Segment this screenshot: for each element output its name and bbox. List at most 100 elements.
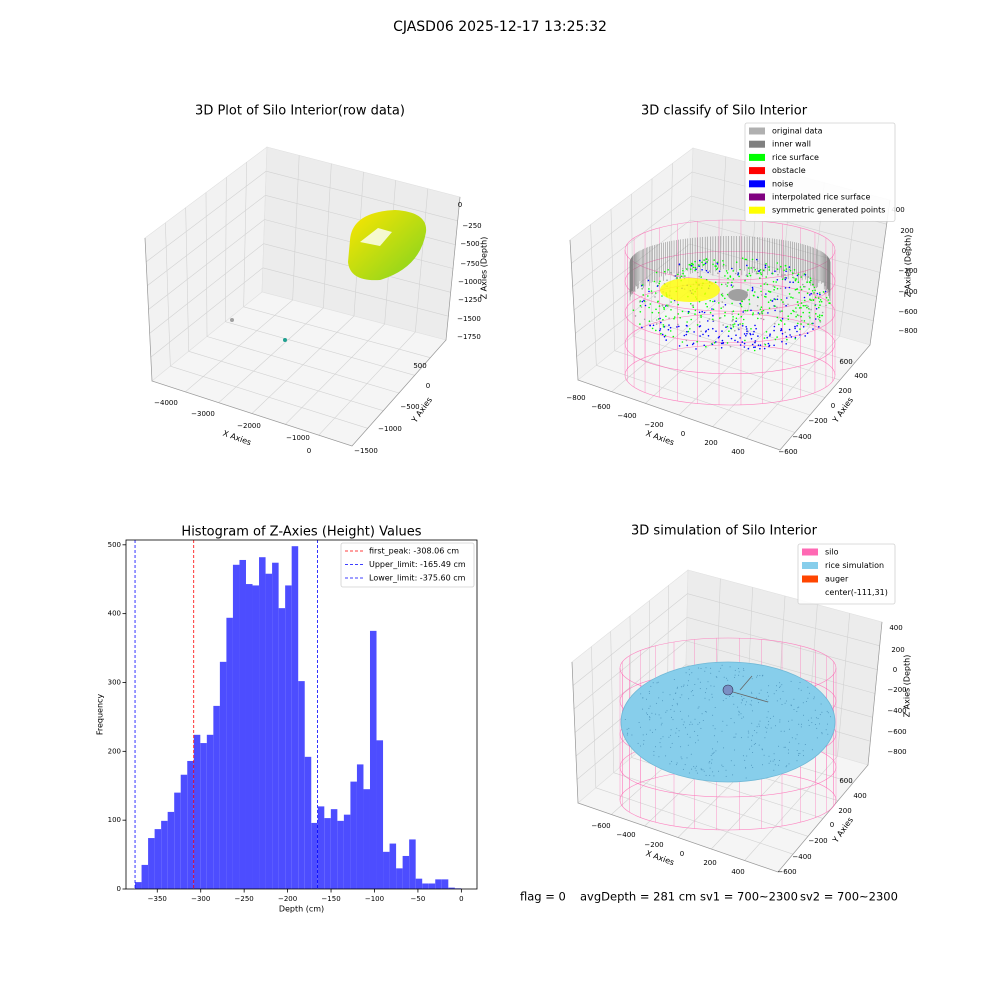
point [722, 306, 725, 308]
histogram-bar [383, 851, 390, 889]
rice-point [700, 768, 702, 770]
rice-point [811, 749, 813, 751]
rice-point [779, 719, 781, 721]
point [774, 305, 776, 308]
y-tick-label: 100 [108, 816, 121, 824]
point [730, 327, 732, 330]
rice-point [752, 767, 754, 768]
rice-point [819, 714, 821, 716]
rice-point [697, 667, 699, 669]
rice-point [680, 686, 682, 688]
rice-point [743, 698, 745, 699]
rice-point [798, 688, 800, 690]
point [774, 270, 776, 273]
rice-point [649, 705, 651, 707]
point [785, 343, 787, 345]
point-cloud [348, 210, 427, 281]
point [764, 266, 767, 269]
rice-point [819, 723, 820, 725]
point [749, 274, 752, 277]
rice-point [797, 707, 799, 709]
point [746, 332, 748, 335]
point [803, 296, 806, 299]
point [784, 273, 786, 276]
point [733, 323, 736, 325]
rice-point [786, 765, 788, 767]
pane-grid [205, 192, 208, 337]
rice-point [655, 713, 657, 715]
rice-point [744, 759, 746, 761]
point [714, 265, 716, 267]
point [730, 284, 733, 286]
point [648, 288, 650, 290]
rice-point [715, 750, 717, 752]
point [748, 298, 750, 301]
point [643, 300, 646, 303]
point [808, 311, 811, 314]
rice-point [721, 764, 723, 766]
legend-label: symmetric generated points [772, 206, 885, 215]
point [809, 294, 811, 296]
point [654, 296, 656, 298]
rice-point [762, 764, 763, 766]
rice-point [692, 694, 694, 696]
point [690, 318, 692, 321]
histogram-bar [369, 630, 377, 889]
point [813, 286, 816, 289]
point [815, 313, 817, 315]
point [810, 308, 812, 311]
z-tick-label: −400 [887, 707, 906, 715]
point [755, 271, 758, 273]
z-tick-label: 0 [902, 247, 906, 255]
rice-point [684, 764, 686, 766]
rice-point [807, 686, 809, 688]
point [735, 261, 738, 264]
rice-point [773, 759, 775, 761]
rice-point [746, 755, 748, 757]
histogram-bar [428, 883, 436, 889]
rice-point [685, 727, 686, 729]
point [642, 294, 644, 296]
point [760, 272, 762, 274]
rice-point [738, 711, 740, 713]
rice-point [713, 685, 715, 687]
z-tick-label: −1250 [458, 296, 482, 304]
point [694, 269, 696, 272]
rice-point [784, 702, 786, 704]
point [753, 349, 756, 352]
point [802, 311, 804, 314]
point [780, 329, 783, 331]
point [822, 291, 825, 293]
point [808, 288, 810, 290]
x-tick-label: −350 [148, 895, 167, 903]
point [649, 303, 652, 305]
rice-point [702, 720, 704, 721]
rice-point [662, 691, 664, 693]
rice-point [754, 743, 756, 744]
rice-point [720, 667, 722, 669]
z-axis-label: Z Axies (Depth) [904, 235, 913, 298]
point [676, 326, 678, 328]
histogram-bar [422, 883, 429, 889]
histogram-bar [226, 617, 233, 889]
rice-point [670, 746, 672, 748]
histogram-bar [324, 818, 331, 889]
rice-point [781, 684, 783, 686]
point [690, 262, 693, 265]
z-tick-label: −500 [460, 240, 479, 248]
legend-swatch [802, 589, 818, 596]
point [709, 270, 711, 272]
rice-point [671, 716, 672, 718]
point [752, 294, 755, 297]
rice-point [773, 693, 775, 695]
x-tick-label: −50 [411, 895, 426, 903]
point [787, 315, 789, 318]
point [718, 302, 720, 304]
x-tick-label: 0 [680, 850, 684, 858]
y-tick-label: 0 [426, 382, 430, 390]
y-tick-label: −1500 [354, 447, 378, 455]
point [658, 282, 660, 285]
point [779, 311, 782, 313]
histogram-bar [441, 879, 449, 889]
point [734, 330, 736, 332]
